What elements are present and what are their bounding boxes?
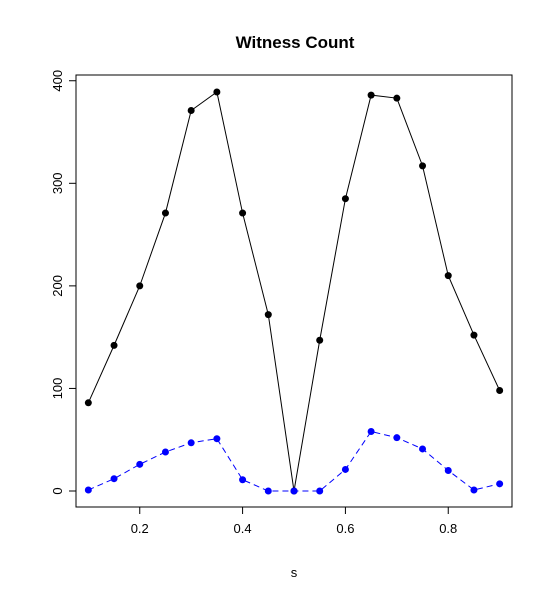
series-2-point: [239, 476, 247, 484]
y-tick-label: 300: [50, 172, 65, 194]
y-tick-label: 200: [50, 275, 65, 297]
series-2-point: [264, 487, 272, 495]
series-1-point: [161, 209, 169, 217]
x-axis: 0.2 0.4 0.6 0.8: [131, 506, 457, 536]
series-2-point: [444, 466, 452, 474]
series-1-point: [367, 91, 375, 99]
series-1-point: [316, 336, 324, 344]
series-1-point: [341, 195, 349, 203]
series-2-line: [88, 430, 500, 492]
y-tick-label: 400: [50, 70, 65, 92]
series-2: [84, 428, 504, 495]
series-1-point: [187, 106, 195, 114]
series-2-point: [187, 439, 195, 447]
series-2-point: [367, 428, 375, 436]
series-1-point: [496, 386, 504, 394]
y-tick-label: 0: [50, 487, 65, 494]
series-2-point: [393, 434, 401, 442]
plot-frame: [75, 74, 513, 508]
series-1-point: [419, 162, 427, 170]
series-1-point: [264, 311, 272, 319]
series-2-point: [470, 486, 478, 494]
series-1-point: [470, 331, 478, 339]
series-1-point: [84, 399, 92, 407]
series-1: [84, 88, 504, 495]
series-2-point: [136, 460, 144, 468]
series-2-point: [496, 480, 504, 488]
series-2-point: [341, 465, 349, 473]
series-2-point: [419, 445, 427, 453]
x-tick-label: 0.8: [439, 521, 457, 536]
series-2-point: [290, 487, 298, 495]
series-2-point: [316, 487, 324, 495]
x-axis-label: s: [291, 565, 298, 580]
series-1-point: [213, 88, 221, 96]
series-1-line: [87, 91, 501, 492]
series-layer: [84, 88, 504, 495]
series-2-point: [84, 486, 92, 494]
series-2-point: [213, 435, 221, 443]
x-tick-label: 0.4: [234, 521, 252, 536]
series-1-point: [239, 209, 247, 217]
x-tick-label: 0.2: [131, 521, 149, 536]
series-1-point: [393, 94, 401, 102]
series-1-point: [110, 341, 118, 349]
chart-title: Witness Count: [236, 33, 355, 52]
y-tick-label: 100: [50, 378, 65, 400]
y-axis: 0 100 200 300 400: [50, 70, 77, 495]
series-1-point: [136, 282, 144, 290]
x-tick-label: 0.6: [336, 521, 354, 536]
series-2-point: [110, 475, 118, 483]
series-2-point: [161, 448, 169, 456]
series-1-point: [444, 272, 452, 280]
